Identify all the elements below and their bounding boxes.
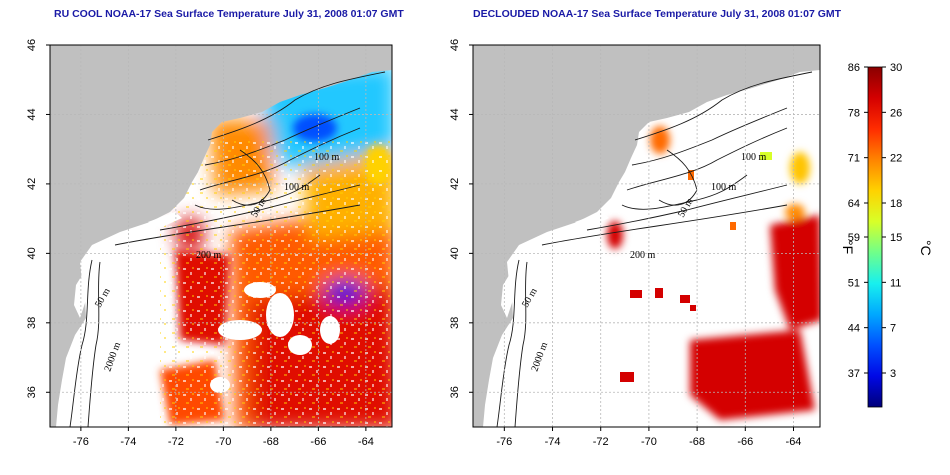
celsius-tick-label: 7 <box>890 323 896 335</box>
lat-tick-label: 42 <box>449 178 461 190</box>
isobath-label: 100 m <box>314 152 340 163</box>
map-border-right <box>472 44 821 428</box>
celsius-tick-label: 26 <box>890 107 902 119</box>
sst-shelf-orange <box>650 126 670 154</box>
lat-tick-label: 38 <box>449 317 461 329</box>
land-nova-scotia-right <box>793 45 820 62</box>
lon-tick-label: -66 <box>310 436 326 448</box>
isobaths-left <box>69 71 386 427</box>
isobaths-right <box>496 71 813 427</box>
celsius-tick-label: 3 <box>890 368 896 380</box>
cloud-masks <box>210 282 340 393</box>
sst-coastal-blue <box>293 114 337 142</box>
celsius-tick-label: 18 <box>890 198 902 210</box>
right-panel-title: DECLOUDED NOAA-17 Sea Surface Temperatur… <box>473 8 842 20</box>
isobath-label: 100 m <box>741 152 767 163</box>
colorbar-ticks: 30 86 26 78 22 71 18 64 15 59 11 51 7 44 3 37 <box>848 62 903 380</box>
temperature-colorbar: 30 86 26 78 22 71 18 64 15 59 11 51 7 44 3 37 °F °C <box>840 62 934 408</box>
fahrenheit-tick-label: 64 <box>848 198 860 210</box>
sst-gulfstream-patch <box>770 215 820 330</box>
lon-tick-label: -76 <box>496 436 512 448</box>
sst-speckle-overlay <box>160 140 392 427</box>
lat-tick-label: 44 <box>449 108 461 120</box>
lat-tick-label: 46 <box>26 39 38 51</box>
lon-tick-label: -72 <box>593 436 609 448</box>
sst-ne-yellow <box>790 152 810 184</box>
lat-tick-label: 42 <box>26 178 38 190</box>
axis-ticks-right: -76 -74 -72 -70 -68 -66 -64 36 38 40 42 44 46 <box>449 39 802 448</box>
lat-tick-label: 38 <box>26 317 38 329</box>
left-panel-title: RU COOL NOAA-17 Sea Surface Temperature … <box>54 8 404 20</box>
lon-tick-label: -76 <box>73 436 89 448</box>
fahrenheit-tick-label: 44 <box>848 323 860 335</box>
isobath-label: 200 m <box>630 250 656 261</box>
lat-tick-label: 36 <box>449 386 461 398</box>
sst-warm-pocket <box>607 221 623 249</box>
lon-tick-label: -70 <box>215 436 231 448</box>
lat-tick-label: 40 <box>449 247 461 259</box>
fahrenheit-tick-label: 37 <box>848 368 860 380</box>
map-border-left <box>49 44 393 428</box>
lon-tick-label: -64 <box>358 436 374 448</box>
fahrenheit-tick-label: 51 <box>848 277 860 289</box>
lon-tick-label: -68 <box>263 436 279 448</box>
lon-tick-label: -66 <box>737 436 753 448</box>
fahrenheit-tick-label: 71 <box>848 153 860 165</box>
celsius-label: °C <box>918 240 934 256</box>
sst-field-right <box>607 76 820 420</box>
axis-ticks-left: -76 -74 -72 -70 -68 -66 -64 36 38 40 42 44 46 <box>26 39 374 448</box>
celsius-tick-label: 11 <box>890 277 901 289</box>
lon-tick-label: -64 <box>786 436 802 448</box>
lat-tick-label: 46 <box>449 39 461 51</box>
land-left <box>50 45 392 427</box>
land-nova-scotia-left <box>365 45 392 62</box>
lon-tick-label: -72 <box>168 436 184 448</box>
lon-tick-label: -74 <box>545 436 561 448</box>
lon-tick-label: -70 <box>641 436 657 448</box>
lon-tick-label: -68 <box>689 436 705 448</box>
land-right <box>473 45 820 427</box>
sst-south-patch <box>690 330 815 420</box>
lon-tick-label: -74 <box>120 436 136 448</box>
isobath-label: 200 m <box>196 250 222 261</box>
fahrenheit-tick-label: 86 <box>848 62 860 74</box>
celsius-tick-label: 15 <box>890 232 902 244</box>
lat-tick-label: 40 <box>26 247 38 259</box>
fahrenheit-tick-label: 78 <box>848 107 860 119</box>
lat-tick-label: 44 <box>26 108 38 120</box>
isobath-label: 100 m <box>711 182 737 193</box>
sst-orange-patch <box>785 204 805 220</box>
celsius-tick-label: 30 <box>890 62 902 74</box>
fahrenheit-tick-label: 59 <box>848 232 860 244</box>
isobath-label: 100 m <box>284 182 310 193</box>
colorbar-gradient <box>867 66 883 408</box>
fahrenheit-label: °F <box>840 240 856 254</box>
celsius-tick-label: 22 <box>890 153 902 165</box>
sst-field-left <box>160 65 392 427</box>
lat-tick-label: 36 <box>26 386 38 398</box>
land-water-cutouts-left <box>74 212 182 318</box>
